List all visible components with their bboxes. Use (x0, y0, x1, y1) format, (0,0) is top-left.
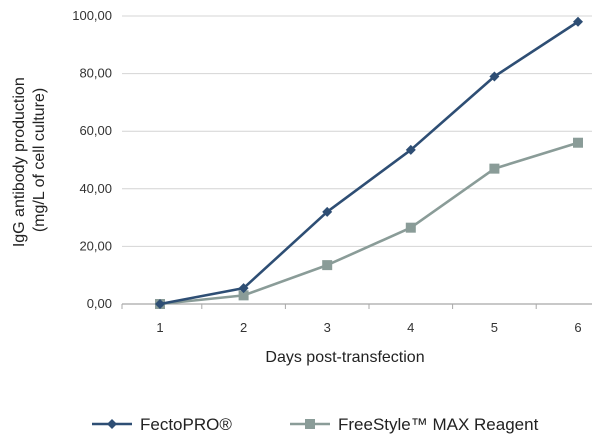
y-axis-title-line-1: IgG antibody production (11, 77, 28, 247)
gridlines (122, 15, 592, 247)
data-point (405, 222, 416, 233)
x-tick-labels: 1 2 3 4 5 6 (156, 320, 581, 335)
y-axis-title: IgG antibody production (mg/L of cell cu… (11, 73, 48, 247)
data-point (489, 163, 500, 174)
x-tick-label: 5 (491, 320, 498, 335)
data-point (573, 16, 583, 27)
legend-label: FreeStyle™ MAX Reagent (338, 415, 539, 434)
data-point (238, 290, 249, 301)
data-point (322, 206, 333, 217)
series-line (159, 141, 579, 306)
legend-item-0: FectoPRO® (92, 415, 232, 434)
legend-marker (305, 419, 315, 429)
y-axis-title-line-2: (mg/L of cell culture) (31, 88, 48, 232)
x-tick-label: 3 (324, 320, 331, 335)
x-tick-label: 1 (156, 320, 163, 335)
y-tick-label: 100,00 (72, 8, 112, 23)
series-1 (155, 137, 583, 309)
data-point (322, 260, 333, 271)
series-line (159, 20, 579, 306)
y-tick-label: 20,00 (79, 238, 112, 253)
y-tick-labels: 0,00 20,00 40,00 60,00 80,00 100,00 (72, 8, 112, 311)
x-axis-title: Days post-transfection (265, 349, 424, 366)
legend-marker (107, 419, 117, 429)
y-tick-label: 40,00 (79, 181, 112, 196)
data-point (155, 299, 165, 309)
data-point (238, 283, 249, 294)
x-tick-label: 2 (240, 320, 247, 335)
legend-label: FectoPRO® (140, 415, 232, 434)
y-tick-label: 80,00 (79, 66, 112, 81)
x-tick-label: 4 (407, 320, 414, 335)
data-point (573, 137, 583, 148)
legend: FectoPRO® FreeStyle™ MAX Reagent (92, 415, 539, 434)
y-tick-label: 60,00 (79, 123, 112, 138)
legend-item-1: FreeStyle™ MAX Reagent (290, 415, 539, 434)
data-point (405, 144, 416, 155)
data-point (489, 71, 500, 82)
series-0 (155, 16, 583, 309)
y-tick-label: 0,00 (87, 296, 112, 311)
x-tick-label: 6 (574, 320, 581, 335)
series-layer (155, 16, 583, 309)
axes (121, 303, 592, 309)
